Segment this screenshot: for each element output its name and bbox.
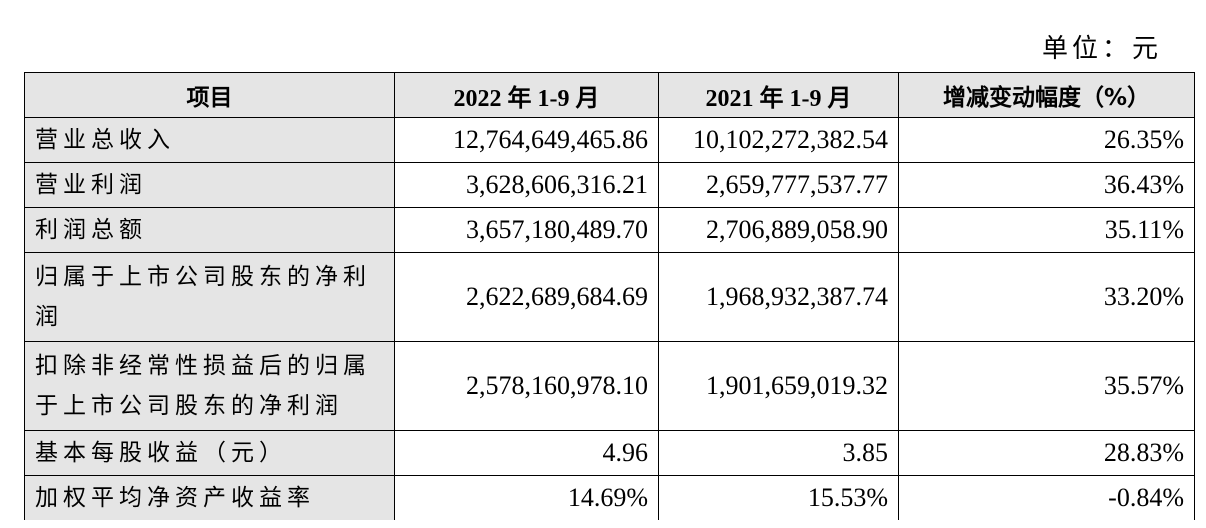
value-2022: 12,764,649,465.86: [394, 117, 659, 163]
value-2022: 4.96: [394, 430, 659, 476]
table-row: 归属于上市公司股东的净利润 2,622,689,684.69 1,968,932…: [24, 252, 1195, 342]
value-2022: 2,578,160,978.10: [394, 341, 659, 431]
table-header-row: 项目 2022 年 1-9 月 2021 年 1-9 月 增减变动幅度（%）: [24, 72, 1195, 118]
value-2021: 15.53%: [658, 475, 899, 520]
value-change: -0.84%: [898, 475, 1195, 520]
value-change: 33.20%: [898, 252, 1195, 342]
table-row: 营业总收入 12,764,649,465.86 10,102,272,382.5…: [24, 117, 1195, 163]
value-change: 35.11%: [898, 207, 1195, 253]
value-2022: 2,622,689,684.69: [394, 252, 659, 342]
value-2021: 1,968,932,387.74: [658, 252, 899, 342]
value-2022: 3,628,606,316.21: [394, 162, 659, 208]
header-change: 增减变动幅度（%）: [898, 72, 1195, 118]
row-label: 营业总收入: [24, 117, 395, 163]
value-2021: 2,706,889,058.90: [658, 207, 899, 253]
value-2022: 14.69%: [394, 475, 659, 520]
row-label: 归属于上市公司股东的净利润: [24, 252, 395, 342]
value-change: 36.43%: [898, 162, 1195, 208]
row-label: 利润总额: [24, 207, 395, 253]
row-label: 加权平均净资产收益率: [24, 475, 395, 520]
value-2021: 1,901,659,019.32: [658, 341, 899, 431]
value-2022: 3,657,180,489.70: [394, 207, 659, 253]
unit-label: 单位：元: [1041, 34, 1162, 64]
header-2021: 2021 年 1-9 月: [658, 72, 899, 118]
row-label: 基本每股收益（元）: [24, 430, 395, 476]
table-row: 基本每股收益（元） 4.96 3.85 28.83%: [24, 430, 1195, 476]
value-change: 28.83%: [898, 430, 1195, 476]
value-2021: 10,102,272,382.54: [658, 117, 899, 163]
header-2022: 2022 年 1-9 月: [394, 72, 659, 118]
table-row: 扣除非经常性损益后的归属于上市公司股东的净利润 2,578,160,978.10…: [24, 341, 1195, 431]
row-label: 扣除非经常性损益后的归属于上市公司股东的净利润: [24, 341, 395, 431]
value-2021: 3.85: [658, 430, 899, 476]
table-row: 利润总额 3,657,180,489.70 2,706,889,058.90 3…: [24, 207, 1195, 253]
header-item: 项目: [24, 72, 395, 118]
row-label: 营业利润: [24, 162, 395, 208]
financial-table: 项目 2022 年 1-9 月 2021 年 1-9 月 增减变动幅度（%） 营…: [24, 72, 1195, 520]
table-row: 加权平均净资产收益率 14.69% 15.53% -0.84%: [24, 475, 1195, 520]
table-row: 营业利润 3,628,606,316.21 2,659,777,537.77 3…: [24, 162, 1195, 208]
value-change: 26.35%: [898, 117, 1195, 163]
value-2021: 2,659,777,537.77: [658, 162, 899, 208]
value-change: 35.57%: [898, 341, 1195, 431]
